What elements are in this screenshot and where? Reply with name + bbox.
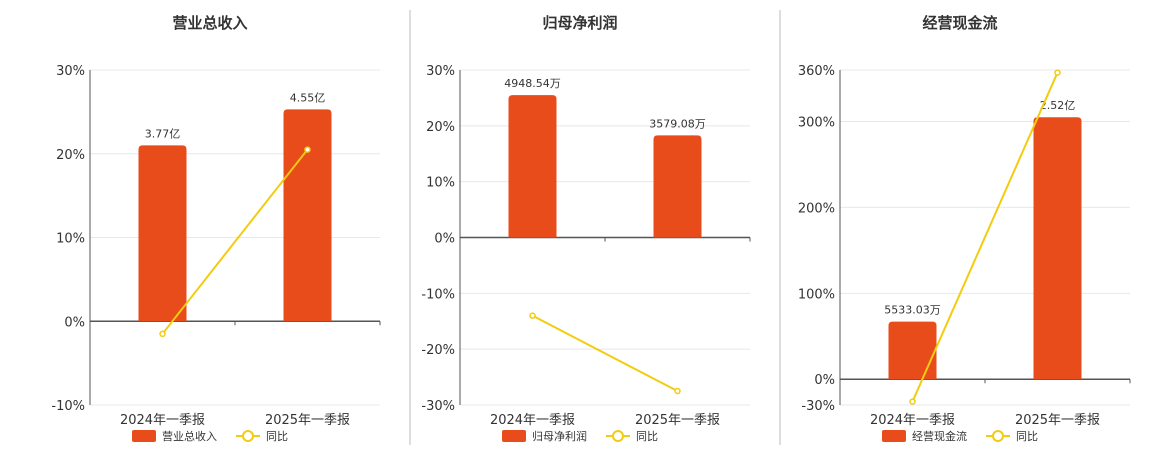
data-label: 2.52亿: [1040, 99, 1076, 112]
y-tick-label: 0%: [814, 373, 835, 388]
data-label: 5533.03万: [884, 304, 941, 317]
legend-label: 同比: [266, 430, 288, 443]
bar: [888, 321, 937, 380]
y-tick-label: 0%: [64, 315, 85, 330]
data-label: 3.77亿: [145, 127, 181, 140]
bar: [653, 135, 702, 238]
legend-bar-swatch: [132, 430, 156, 442]
y-tick-label: 10%: [426, 176, 455, 191]
legend-line-marker: [242, 430, 254, 442]
y-tick-label: 200%: [798, 201, 835, 216]
x-tick-label: 2025年一季报: [265, 413, 350, 428]
legend-bar-swatch: [882, 430, 906, 442]
yoy-point: [159, 330, 166, 338]
y-tick-label: -30%: [801, 399, 835, 414]
bar: [283, 109, 332, 322]
legend-label: 营业总收入: [162, 429, 217, 443]
yoy-line: [532, 314, 678, 392]
data-label: 4948.54万: [504, 77, 561, 90]
legend-label: 归母净利润: [532, 429, 587, 443]
y-tick-label: -20%: [421, 343, 455, 358]
x-tick-label: 2024年一季报: [120, 413, 205, 428]
data-label: 4.55亿: [290, 91, 326, 104]
x-tick-label: 2024年一季报: [490, 413, 575, 428]
y-tick-label: 10%: [56, 232, 85, 247]
chart-title: 营业总收入: [172, 14, 247, 32]
bar: [508, 95, 557, 238]
yoy-point: [529, 312, 536, 319]
legend-line-marker: [612, 430, 624, 442]
y-tick-label: 20%: [426, 120, 455, 135]
legend-bar-swatch: [502, 430, 526, 442]
legend-label: 同比: [1016, 430, 1038, 443]
yoy-point: [1054, 69, 1061, 76]
y-tick-label: 300%: [798, 116, 835, 131]
y-tick-label: 30%: [426, 64, 455, 79]
yoy-line: [161, 148, 309, 335]
yoy-point: [909, 398, 916, 405]
legend-label: 经营现金流: [912, 429, 967, 443]
y-tick-label: 360%: [798, 64, 835, 79]
legend-label: 同比: [636, 430, 658, 443]
x-tick-label: 2024年一季报: [870, 413, 955, 428]
data-label: 3579.08万: [649, 117, 706, 130]
x-tick-label: 2025年一季报: [1015, 413, 1100, 428]
y-tick-label: -30%: [421, 399, 455, 414]
bar: [1033, 117, 1082, 380]
yoy-line: [911, 72, 1059, 402]
y-tick-label: 100%: [798, 287, 835, 302]
y-tick-label: -10%: [51, 399, 85, 414]
y-tick-label: -10%: [421, 287, 455, 302]
x-tick-label: 2025年一季报: [635, 413, 720, 428]
y-tick-label: 30%: [56, 64, 85, 79]
y-tick-label: 20%: [56, 148, 85, 163]
chart-title: 归母净利润: [542, 14, 617, 32]
yoy-point: [674, 387, 681, 395]
y-tick-label: 0%: [434, 232, 455, 247]
legend-line-marker: [992, 430, 1004, 442]
chart-title: 经营现金流: [922, 14, 997, 32]
bar: [138, 145, 187, 322]
yoy-point: [304, 146, 311, 153]
